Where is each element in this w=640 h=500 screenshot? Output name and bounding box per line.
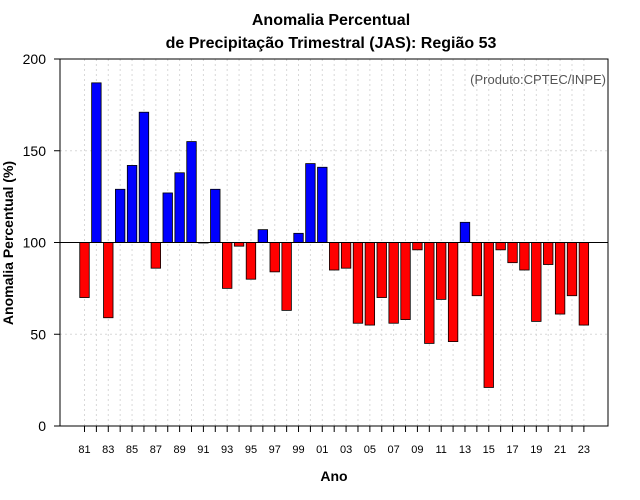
bar-12 <box>447 242 459 342</box>
y-tick-label: 50 <box>30 326 46 342</box>
chart-subtitle: de Precipitação Trimestral (JAS): Região… <box>166 35 497 52</box>
bar-22 <box>566 242 578 297</box>
bar-23 <box>578 242 590 326</box>
bar-86 <box>138 111 150 243</box>
bar-97 <box>269 242 280 273</box>
x-tick-label: 89 <box>173 444 185 456</box>
x-tick-label: 03 <box>340 444 352 456</box>
y-axis-label: Anomalia Percentual (%) <box>0 161 16 325</box>
bar-16 <box>495 242 506 251</box>
bar-81 <box>79 242 90 298</box>
bar-98 <box>281 242 292 311</box>
bar-88 <box>162 192 173 243</box>
bar-82 <box>91 82 102 243</box>
x-tick-label: 15 <box>483 444 495 456</box>
bar-83 <box>103 242 114 319</box>
bar-04 <box>352 242 364 324</box>
bar-02 <box>329 242 340 271</box>
bar-95 <box>245 242 257 280</box>
x-tick-label: 97 <box>269 444 281 456</box>
bar-90 <box>186 141 197 243</box>
x-tick-label: 01 <box>316 444 328 456</box>
bar-89 <box>174 172 185 243</box>
x-tick-label: 21 <box>554 444 566 456</box>
y-tick-label: 100 <box>23 235 47 251</box>
bar-19 <box>531 242 542 322</box>
x-tick-label: 99 <box>292 444 304 456</box>
bar-07 <box>388 242 399 324</box>
x-tick-label: 13 <box>459 444 471 456</box>
bar-14 <box>471 242 483 297</box>
bar-84 <box>115 188 126 243</box>
bar-94 <box>233 242 245 247</box>
grid <box>60 59 608 426</box>
bar-06 <box>376 242 387 298</box>
x-tick-label: 91 <box>197 444 209 456</box>
y-tick-label: 150 <box>23 143 47 159</box>
bar-20 <box>543 242 554 265</box>
x-tick-label: 17 <box>506 444 518 456</box>
y-axis: 0 50 100 150 200 <box>23 51 60 434</box>
bar-11 <box>436 242 447 300</box>
x-tick-label: 07 <box>388 444 400 456</box>
x-tick-label: 83 <box>102 444 114 456</box>
bar-99 <box>293 232 304 243</box>
x-tick-label: 93 <box>221 444 233 456</box>
y-tick-label: 0 <box>38 418 46 434</box>
chart-title: Anomalia Percentual <box>252 12 410 29</box>
bar-92 <box>210 188 221 243</box>
bar-18 <box>519 242 530 271</box>
bar-05 <box>364 242 376 326</box>
bar-17 <box>507 242 518 264</box>
bar-87 <box>150 242 161 269</box>
bar-13 <box>459 221 471 243</box>
x-tick-label: 19 <box>530 444 542 456</box>
x-tick-label: 05 <box>364 444 376 456</box>
x-axis: 81 83 85 87 89 91 93 95 97 99 01 03 05 07 09 11 13 15 17 19… <box>78 426 590 456</box>
bar-00 <box>305 163 316 243</box>
x-tick-label: 95 <box>245 444 257 456</box>
x-tick-label: 11 <box>435 444 446 456</box>
x-tick-label: 09 <box>411 444 423 456</box>
bars <box>79 82 590 388</box>
x-tick-label: 85 <box>126 444 138 456</box>
x-tick-label: 87 <box>150 444 162 456</box>
bar-09 <box>412 242 423 251</box>
x-tick-label: 81 <box>78 444 90 456</box>
bar-85 <box>126 165 138 243</box>
bar-08 <box>400 242 411 320</box>
bar-96 <box>257 229 269 243</box>
y-tick-label: 200 <box>23 51 47 67</box>
bar-93 <box>222 242 233 289</box>
bar-15 <box>483 242 494 388</box>
x-tick-label: 23 <box>578 444 590 456</box>
x-axis-label: Ano <box>320 468 347 484</box>
bar-10 <box>424 242 435 344</box>
bar-01 <box>317 166 328 243</box>
bar-21 <box>554 242 566 315</box>
credit-label: (Produto:CPTEC/INPE) <box>470 72 606 87</box>
bar-03 <box>340 242 352 269</box>
